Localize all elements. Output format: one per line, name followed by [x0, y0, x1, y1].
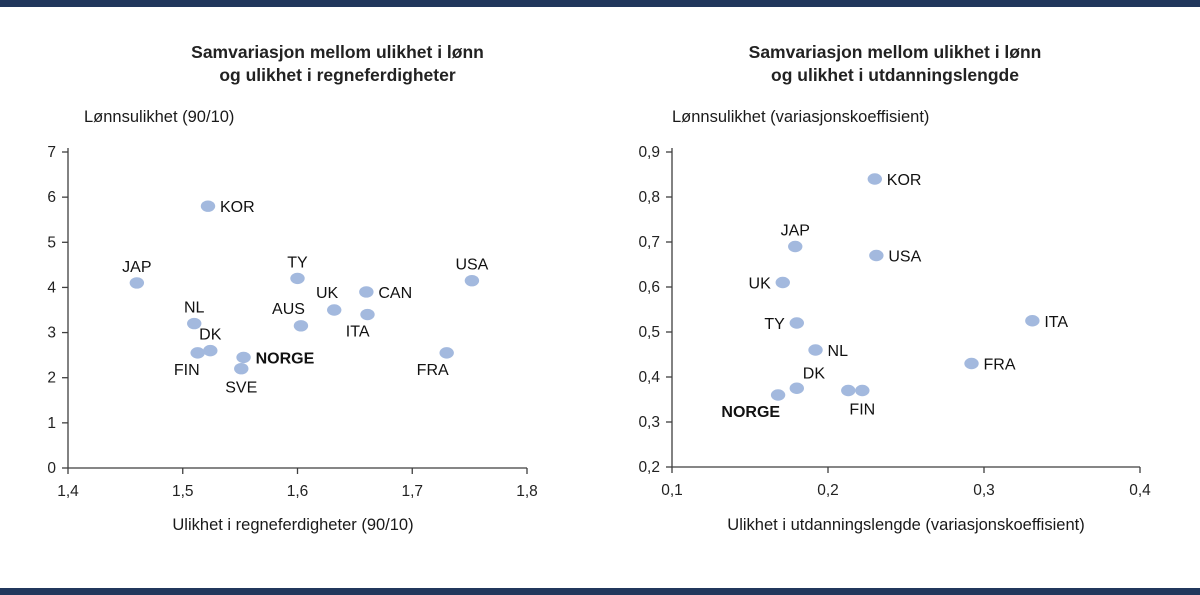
point-label-JAP: JAP	[122, 259, 151, 276]
point-label-FIN: FIN	[174, 362, 200, 379]
y-tick-label: 0,6	[638, 279, 660, 296]
point-label-FRA: FRA	[984, 357, 1016, 374]
bottom-border-bar	[0, 588, 1200, 595]
point-NL	[187, 317, 202, 330]
point-NORGE	[236, 351, 251, 364]
x-tick-label: 1,5	[172, 483, 194, 500]
x-tick-label: 1,6	[287, 483, 309, 500]
y-tick-label: 0,4	[638, 369, 660, 386]
x-tick-label: 0,4	[1129, 482, 1151, 499]
point-label-USA: USA	[455, 257, 488, 274]
point-NL	[808, 344, 823, 356]
point-label-ITA: ITA	[1044, 314, 1068, 331]
point-DK	[203, 344, 218, 357]
point-label-NL: NL	[828, 343, 849, 360]
point-label-UK: UK	[749, 276, 772, 293]
y-tick-label: 0,5	[638, 324, 660, 341]
point-KOR	[200, 200, 216, 212]
point-label-AUS: AUS	[272, 301, 305, 318]
point-ITA	[1025, 315, 1040, 327]
point-DK	[789, 382, 804, 394]
point-label-KOR: KOR	[220, 199, 255, 216]
left-scatter-chart: 1,4 1,5 1,6 1,7 1,8 0 1 2 3 4 5 6 7 JAP KOR NL DK FIN NORG…	[47, 144, 537, 500]
left-y-axis-label: Lønnsulikhet (90/10)	[84, 108, 235, 126]
point-KOR	[867, 173, 882, 185]
point-label-FRA: FRA	[417, 362, 449, 379]
point-FRA	[964, 357, 979, 370]
right-chart-title-line-1: Samvariasjon mellom ulikhet i lønn	[748, 42, 1042, 62]
y-tick-label: 2	[47, 370, 56, 387]
y-tick-label: 7	[47, 144, 56, 161]
right-x-axis-label: Ulikhet i utdanningslengde (variasjonsko…	[727, 516, 1085, 534]
right-chart-title-line-2: og ulikhet i utdanningslengde	[771, 65, 1019, 85]
point-label-DK: DK	[803, 365, 826, 382]
x-tick-label: 1,4	[57, 483, 79, 500]
x-tick-label: 0,2	[817, 482, 839, 499]
point-FRA	[439, 347, 454, 359]
y-tick-label: 4	[47, 279, 56, 296]
point-FIN	[855, 384, 870, 397]
point-label-UK: UK	[316, 285, 339, 302]
point-unlabeled	[841, 384, 856, 397]
point-CAN	[359, 286, 374, 298]
x-tick-label: 0,3	[973, 482, 995, 499]
point-JAP	[788, 240, 803, 253]
y-tick-label: 6	[47, 189, 56, 206]
x-tick-label: 1,8	[516, 483, 538, 500]
point-USA	[869, 249, 884, 262]
y-tick-label: 3	[47, 325, 56, 342]
point-label-ITA: ITA	[346, 324, 370, 341]
point-label-TY: TY	[287, 254, 308, 271]
left-chart-title-line-2: og ulikhet i regneferdigheter	[219, 65, 456, 85]
left-x-axis-label: Ulikhet i regneferdigheter (90/10)	[172, 516, 414, 534]
point-label-USA: USA	[888, 249, 921, 266]
y-tick-label: 1	[47, 415, 56, 432]
point-label-NORGE: NORGE	[256, 350, 315, 367]
point-FIN	[190, 347, 205, 359]
point-label-KOR: KOR	[887, 172, 922, 189]
x-tick-label: 0,1	[661, 482, 683, 499]
point-USA	[464, 274, 480, 287]
top-border-bar	[0, 0, 1200, 7]
point-label-NL: NL	[184, 300, 205, 317]
point-TY	[789, 317, 804, 329]
right-chart-title: Samvariasjon mellom ulikhet i lønn og ul…	[640, 41, 1150, 87]
y-tick-label: 0,3	[638, 414, 660, 431]
point-UK	[775, 276, 790, 289]
point-label-SVE: SVE	[225, 380, 257, 397]
point-SVE	[234, 362, 249, 375]
point-label-NORGE: NORGE	[721, 404, 780, 421]
right-y-axis-label: Lønnsulikhet (variasjonskoeffisient)	[672, 108, 930, 126]
left-chart-title-line-1: Samvariasjon mellom ulikhet i lønn	[191, 42, 484, 62]
right-scatter-chart: 0,1 0,2 0,3 0,40,20,30,40,50,60,70,80,9KORJ…	[638, 144, 1151, 499]
y-tick-label: 0	[47, 460, 56, 477]
x-tick-label: 1,7	[401, 483, 423, 500]
point-label-TY: TY	[764, 316, 785, 333]
point-label-DK: DK	[199, 327, 222, 344]
point-label-JAP: JAP	[781, 223, 810, 240]
y-tick-label: 5	[47, 234, 56, 251]
point-label-FIN: FIN	[849, 402, 875, 419]
y-tick-label: 0,2	[638, 459, 660, 476]
point-label-CAN: CAN	[378, 285, 412, 302]
y-tick-label: 0,9	[638, 144, 660, 161]
point-JAP	[129, 277, 145, 289]
y-tick-label: 0,8	[638, 189, 660, 206]
point-TY	[290, 272, 305, 285]
point-UK	[327, 304, 342, 316]
point-ITA	[360, 308, 375, 321]
point-NORGE	[770, 389, 786, 401]
left-chart-title: Samvariasjon mellom ulikhet i lønn og ul…	[40, 41, 635, 87]
point-AUS	[293, 320, 309, 332]
y-tick-label: 0,7	[638, 234, 660, 251]
